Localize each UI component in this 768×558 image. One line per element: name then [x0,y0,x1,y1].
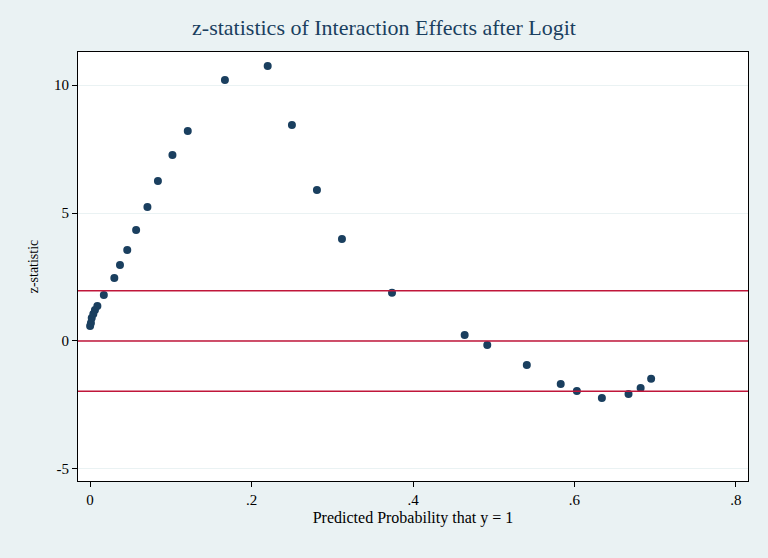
svg-text:.8: .8 [730,492,741,508]
svg-text:10: 10 [54,77,69,93]
svg-text:Predicted Probability that y =: Predicted Probability that y = 1 [313,509,514,527]
svg-text:.6: .6 [569,492,581,508]
svg-text:0: 0 [62,333,70,349]
svg-text:0: 0 [86,492,94,508]
svg-text:5: 5 [62,205,70,221]
svg-text:z-statistic: z-statistic [26,240,41,294]
svg-text:.4: .4 [407,492,419,508]
svg-text:.2: .2 [246,492,257,508]
svg-text:z-statistics of Interaction Ef: z-statistics of Interaction Effects afte… [192,15,576,40]
svg-text:-5: -5 [57,461,70,477]
